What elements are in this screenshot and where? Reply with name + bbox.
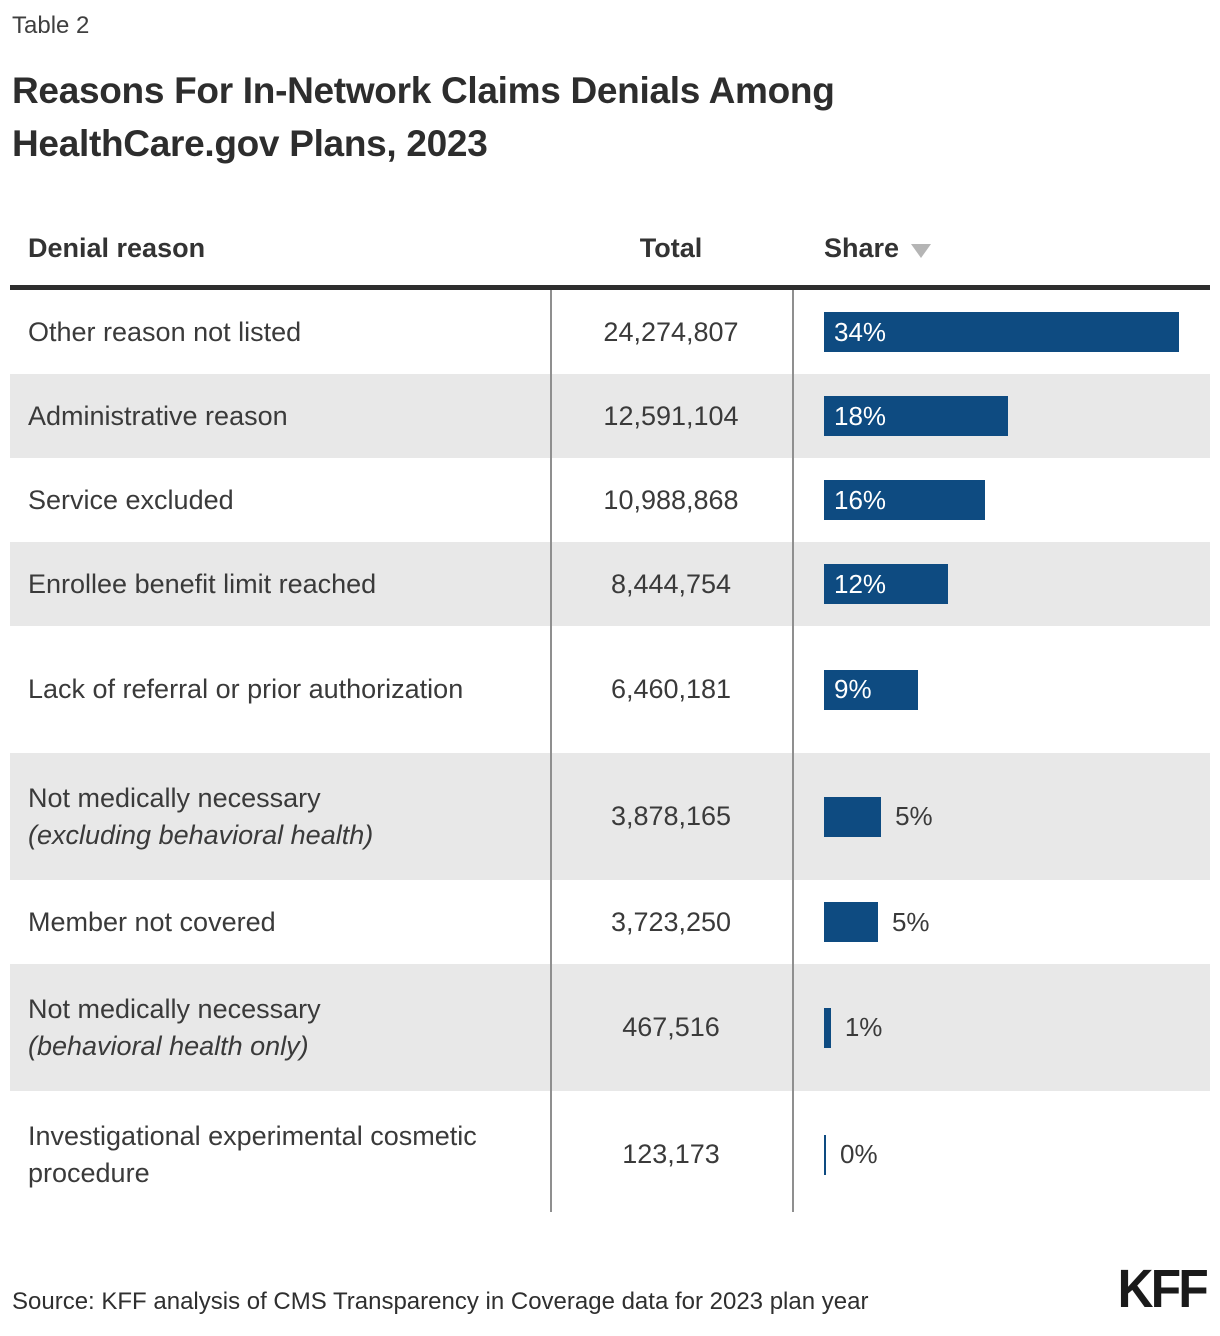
total-value: 6,460,181: [610, 674, 732, 704]
table-row: Not medically necessary (excluding behav…: [10, 753, 1210, 880]
total-value: 3,723,250: [610, 906, 732, 937]
total-value: 8,444,754: [610, 568, 732, 599]
share-value-label: 1%: [844, 1012, 883, 1042]
share-bar: [824, 1007, 831, 1048]
column-header-denial-reason: Denial reason: [28, 233, 206, 263]
denial-reason-label: Administrative reason: [28, 400, 288, 431]
total-value: 12,591,104: [603, 400, 739, 431]
table-header-row: Denial reason Total Share: [10, 212, 1210, 285]
share-value-label: 16%: [834, 484, 887, 515]
share-value-label: 5%: [895, 801, 933, 831]
table-row: Investigational experimental cosmetic pr…: [10, 1091, 1210, 1218]
table-row: Service excluded 10,988,868 16%: [10, 458, 1210, 542]
share-bar: [824, 1134, 826, 1175]
denials-table: Denial reason Total Share Other reason n…: [10, 212, 1210, 1218]
share-value-label: 5%: [891, 906, 930, 937]
denial-reason-label: Member not covered: [28, 906, 276, 937]
share-value-label: 34%: [834, 316, 887, 347]
share-bar: [824, 312, 1179, 352]
denial-reason-label: Lack of referral or prior authorization: [28, 674, 464, 704]
share-bar: [824, 564, 948, 604]
column-header-total: Total: [639, 233, 703, 263]
denial-reason-note: (behavioral health only): [28, 1030, 309, 1061]
table-row: Not medically necessary (behavioral heal…: [10, 964, 1210, 1091]
share-value-label: 12%: [834, 568, 887, 599]
table-row: Lack of referral or prior authorization …: [10, 626, 1210, 753]
total-value: 467,516: [622, 1012, 720, 1042]
denial-reason-label: Not medically necessary: [28, 993, 321, 1024]
column-header-share-label: Share: [824, 233, 900, 263]
share-bar: [824, 796, 882, 837]
denial-reason-label: Other reason not listed: [28, 316, 302, 347]
table-row: Other reason not listed 24,274,807 34%: [10, 290, 1210, 374]
share-bar: [824, 669, 919, 710]
denial-reason-note: (excluding behavioral health): [28, 819, 374, 850]
total-value: 24,274,807: [603, 316, 739, 347]
share-value-label: 18%: [834, 400, 887, 431]
share-value-label: 0%: [840, 1139, 878, 1169]
source-note: Source: KFF analysis of CMS Transparency…: [12, 1288, 869, 1315]
share-bar: [824, 480, 985, 520]
table-number-kicker: Table 2: [12, 12, 90, 39]
title-line-2: HealthCare.gov Plans, 2023: [12, 123, 488, 164]
total-value: 123,173: [622, 1139, 720, 1169]
table-row: Enrollee benefit limit reached 8,444,754…: [10, 542, 1210, 626]
total-value: 10,988,868: [603, 484, 739, 515]
denial-reason-label: Service excluded: [28, 484, 234, 515]
page-title: Reasons For In-Network Claims Denials Am…: [12, 64, 1112, 170]
column-header-share[interactable]: Share: [792, 233, 1210, 264]
share-bar: [824, 396, 1008, 436]
column-divider-total: [550, 290, 552, 1212]
share-bar: [824, 902, 878, 942]
kff-logo: KFF: [1117, 1259, 1209, 1319]
table-row: Member not covered 3,723,250 5%: [10, 880, 1210, 964]
denial-reason-label: Investigational experimental cosmetic pr…: [28, 1120, 477, 1188]
title-line-1: Reasons For In-Network Claims Denials Am…: [12, 70, 835, 111]
denial-reason-label: Not medically necessary: [28, 782, 321, 813]
table-row: Administrative reason 12,591,104 18%: [10, 374, 1210, 458]
denial-reason-label: Enrollee benefit limit reached: [28, 568, 377, 599]
table-body: Other reason not listed 24,274,807 34% A…: [10, 285, 1210, 1218]
share-value-label: 9%: [834, 674, 872, 704]
sort-descending-icon: [911, 243, 932, 258]
total-value: 3,878,165: [610, 801, 732, 831]
column-divider-share: [792, 290, 794, 1212]
